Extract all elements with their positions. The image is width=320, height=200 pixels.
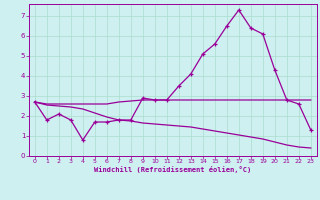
X-axis label: Windchill (Refroidissement éolien,°C): Windchill (Refroidissement éolien,°C) xyxy=(94,166,252,173)
